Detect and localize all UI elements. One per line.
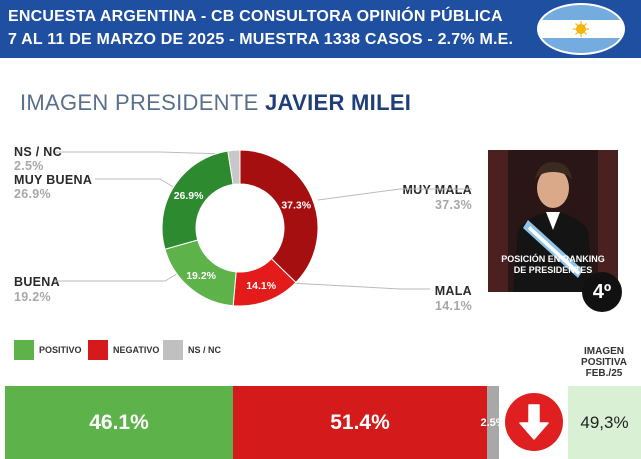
imagen-positiva-value: 49,3% <box>568 386 641 459</box>
imagen-positiva-title-line2: POSITIVA <box>581 357 627 368</box>
president-portrait-icon <box>488 150 618 292</box>
leader-muy-mala <box>317 188 472 201</box>
ranking-caption: POSICIÓN EN RANKING DE PRESIDENTES <box>488 254 618 276</box>
legend-nsnc-swatch <box>163 340 183 360</box>
chart-title-prefix: IMAGEN PRESIDENTE <box>20 90 265 115</box>
arrow-down-icon <box>505 393 563 451</box>
president-name: JAVIER MILEI <box>265 90 412 115</box>
label-muy-buena-value: 26.9% <box>14 187 51 201</box>
survey-details: 7 AL 11 DE MARZO DE 2025 - MUESTRA 1338 … <box>8 31 514 48</box>
summary-bar-nsnc: 2.5% <box>480 386 506 459</box>
ranking-caption-line1: POSICIÓN EN RANKING <box>501 254 605 264</box>
legend-positivo: POSITIVO <box>14 340 82 360</box>
donut-slice-ns-nc <box>227 149 241 186</box>
summary-bar-negativo-label: 51.4% <box>330 410 390 434</box>
legend-negativo-swatch <box>88 340 108 360</box>
donut-label-mala: 14.1% <box>246 280 276 292</box>
chart-title: IMAGEN PRESIDENTE JAVIER MILEI <box>20 90 411 116</box>
label-nsnc-value: 2.5% <box>14 159 44 173</box>
imagen-positiva-title: IMAGEN POSITIVA FEB./25 <box>568 346 640 379</box>
president-photo: POSICIÓN EN RANKING DE PRESIDENTES <box>488 150 618 292</box>
label-mala-value: 14.1% <box>435 299 472 313</box>
imagen-positiva-title-line1: IMAGEN <box>584 346 624 357</box>
summary-bar-positivo: 46.1% <box>5 386 233 459</box>
donut-label-muy-mala: 37.3% <box>281 199 311 211</box>
legend-nsnc-label: NS / NC <box>188 345 222 355</box>
donut-chart: 37.3% 14.1% 19.2% 26.9% <box>161 149 319 307</box>
leader-mala <box>289 282 430 290</box>
leader-muy-buena <box>95 178 176 189</box>
argentina-flag-icon <box>535 2 627 56</box>
donut-slice-muy-mala <box>239 149 319 284</box>
ranking-caption-line2: DE PRESIDENTES <box>513 265 593 275</box>
legend-negativo-label: NEGATIVO <box>113 345 160 355</box>
summary-bar-nsnc-label: 2.5% <box>480 416 506 429</box>
label-buena-name: BUENA <box>14 275 60 289</box>
leader-nsnc <box>55 151 226 155</box>
summary-bar-negativo: 51.4% <box>233 386 487 459</box>
label-muy-buena-name: MUY BUENA <box>14 173 93 187</box>
label-muy-mala-value: 37.3% <box>435 198 472 212</box>
label-buena-value: 19.2% <box>14 290 51 304</box>
survey-title: ENCUESTA ARGENTINA - CB CONSULTORA OPINI… <box>8 8 503 25</box>
summary-bar-positivo-label: 46.1% <box>89 410 149 434</box>
legend-negativo: NEGATIVO <box>88 340 159 360</box>
label-mala-name: MALA <box>434 284 472 298</box>
label-nsnc-name: NS / NC <box>14 145 62 159</box>
donut-label-muy-buena: 26.9% <box>174 190 204 202</box>
ranking-badge: 4º <box>582 272 622 312</box>
imagen-positiva-title-line3: FEB./25 <box>585 368 623 379</box>
legend-positivo-swatch <box>14 340 34 360</box>
legend-positivo-label: POSITIVO <box>39 345 82 355</box>
legend-nsnc: NS / NC <box>163 340 221 360</box>
header-banner: ENCUESTA ARGENTINA - CB CONSULTORA OPINI… <box>0 0 641 58</box>
label-muy-mala-name: MUY MALA <box>402 183 472 197</box>
donut-label-buena: 19.2% <box>186 270 216 282</box>
